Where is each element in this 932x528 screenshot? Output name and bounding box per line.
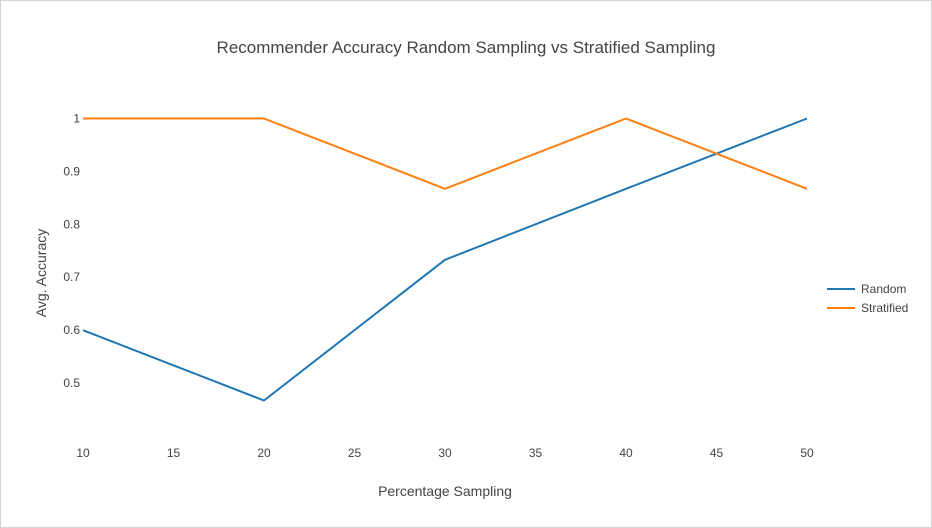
y-axis-title: Avg. Accuracy — [33, 229, 49, 317]
y-tick-label: 1 — [73, 111, 80, 125]
chart-title: Recommender Accuracy Random Sampling vs … — [217, 38, 716, 57]
x-tick-label: 30 — [438, 446, 452, 460]
series-line-stratified[interactable] — [83, 117, 808, 190]
y-tick-label: 0.6 — [63, 323, 80, 337]
legend-item-stratified[interactable]: Stratified — [827, 301, 908, 315]
y-tick-label: 0.7 — [63, 270, 80, 284]
x-tick-label: 50 — [800, 446, 814, 460]
y-tick-label: 0.8 — [63, 217, 80, 231]
legend-item-random[interactable]: Random — [827, 282, 906, 296]
y-tick-label: 0.9 — [63, 164, 80, 178]
x-tick-label: 10 — [76, 446, 90, 460]
legend-label: Stratified — [861, 301, 908, 315]
series-line-random[interactable] — [82, 117, 808, 402]
x-tick-label: 20 — [257, 446, 271, 460]
x-axis-title: Percentage Sampling — [378, 483, 512, 499]
x-tick-label: 40 — [619, 446, 633, 460]
x-tick-label: 25 — [348, 446, 362, 460]
x-tick-label: 35 — [529, 446, 543, 460]
x-tick-label: 15 — [167, 446, 181, 460]
legend[interactable]: Random Stratified — [827, 282, 908, 315]
legend-label: Random — [861, 282, 906, 296]
y-axis: 0.5 0.6 0.7 0.8 0.9 1 — [63, 111, 80, 390]
x-axis: 10 15 20 25 30 35 40 45 50 — [76, 446, 814, 460]
plot-area — [82, 117, 808, 402]
y-tick-label: 0.5 — [63, 376, 80, 390]
x-tick-label: 45 — [710, 446, 724, 460]
